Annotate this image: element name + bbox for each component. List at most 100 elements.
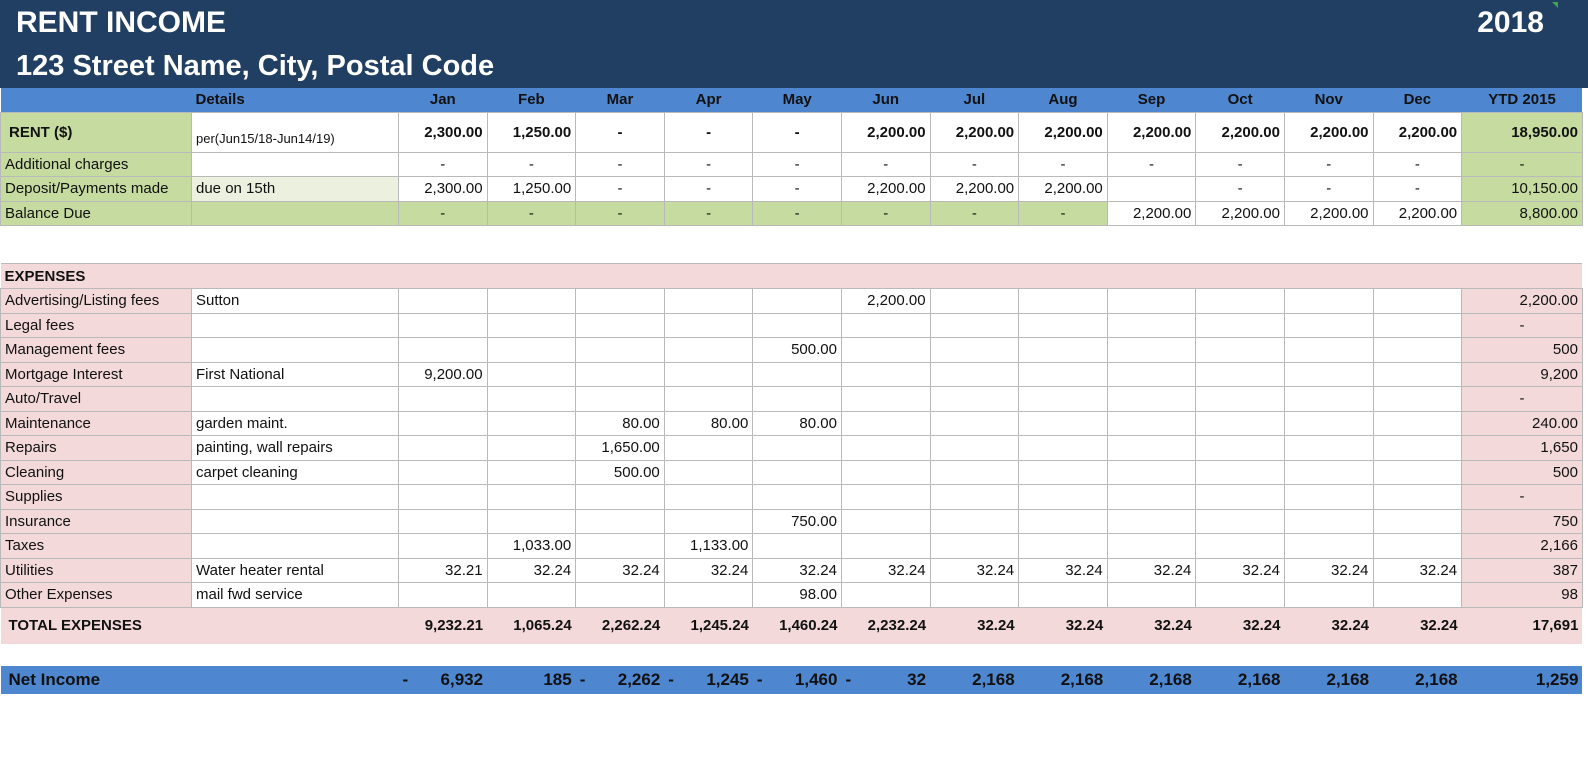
month-cell[interactable] [929,533,1020,559]
row-detail[interactable]: Sutton [191,288,399,314]
month-cell[interactable] [929,288,1020,314]
month-cell[interactable]: 32.24 [663,557,754,583]
ytd-cell[interactable]: 2,166 [1461,533,1583,559]
month-cell[interactable]: - [1018,200,1108,226]
month-cell[interactable] [1372,312,1463,338]
header-month[interactable]: Nov [1284,88,1374,112]
ytd-cell[interactable]: - [1461,484,1583,510]
row-label[interactable]: Additional charges [0,151,192,177]
month-cell[interactable]: - [929,200,1020,226]
month-cell[interactable]: 500.00 [575,459,665,485]
month-cell[interactable]: - [752,151,842,177]
month-cell[interactable] [575,484,665,510]
month-cell[interactable]: 1,650.00 [575,435,665,461]
month-cell[interactable] [1018,459,1108,485]
month-cell[interactable] [1106,386,1197,412]
month-cell[interactable]: 32.24 [486,557,577,583]
row-detail[interactable] [191,337,399,363]
month-cell[interactable]: 32.24 [1106,557,1197,583]
month-cell[interactable] [1283,410,1374,436]
header-month[interactable]: Mar [575,88,665,112]
month-cell[interactable] [663,484,754,510]
month-cell[interactable] [1195,484,1285,510]
month-cell[interactable]: 2,200.00 [929,176,1020,202]
row-detail[interactable]: garden maint. [191,410,399,436]
month-cell[interactable]: 80.00 [663,410,754,436]
header-month[interactable]: Apr [664,88,753,112]
month-cell[interactable]: 80.00 [752,410,842,436]
month-cell[interactable] [575,533,665,559]
month-cell[interactable]: - [663,200,754,226]
month-cell[interactable] [398,508,488,534]
month-cell[interactable] [1106,312,1197,338]
month-cell[interactable] [929,484,1020,510]
month-cell[interactable]: - [398,200,488,226]
month-cell[interactable] [1018,410,1108,436]
row-detail[interactable] [191,508,399,534]
month-cell[interactable]: - [1106,151,1197,177]
header-ytd[interactable]: YTD 2015 [1461,88,1583,112]
month-cell[interactable] [840,410,931,436]
month-cell[interactable] [1106,410,1197,436]
month-cell[interactable]: 2,200.00 [1283,200,1374,226]
month-cell[interactable] [1106,435,1197,461]
month-cell[interactable]: 2,200.00 [1372,111,1463,153]
row-detail[interactable]: carpet cleaning [191,459,399,485]
month-cell[interactable] [1018,582,1108,608]
ytd-cell[interactable]: 387 [1461,557,1583,583]
month-cell[interactable] [486,337,577,363]
month-cell[interactable] [1372,288,1463,314]
header-month[interactable]: Sep [1107,88,1196,112]
ytd-cell[interactable]: 240.00 [1461,410,1583,436]
month-cell[interactable] [752,459,842,485]
month-cell[interactable] [1106,582,1197,608]
month-cell[interactable]: 32.24 [575,557,665,583]
month-cell[interactable] [1018,435,1108,461]
month-cell[interactable] [752,361,842,387]
month-cell[interactable] [1195,288,1285,314]
row-detail[interactable] [191,200,399,226]
month-cell[interactable] [1195,386,1285,412]
month-cell[interactable]: 2,200.00 [1018,176,1108,202]
month-cell[interactable]: 1,033.00 [486,533,577,559]
ytd-cell[interactable]: 2,200.00 [1461,288,1583,314]
month-cell[interactable]: - [575,176,665,202]
month-cell[interactable]: - [840,151,931,177]
month-cell[interactable] [840,459,931,485]
month-cell[interactable] [1195,410,1285,436]
month-cell[interactable] [486,361,577,387]
ytd-cell[interactable]: 10,150.00 [1461,176,1583,202]
month-cell[interactable]: 1,250.00 [486,176,577,202]
month-cell[interactable] [398,459,488,485]
month-cell[interactable] [663,435,754,461]
month-cell[interactable] [1106,484,1197,510]
month-cell[interactable] [1106,288,1197,314]
month-cell[interactable]: 98.00 [752,582,842,608]
month-cell[interactable] [840,533,931,559]
month-cell[interactable]: - [1018,151,1108,177]
month-cell[interactable] [398,386,488,412]
row-label[interactable]: Taxes [0,533,192,559]
row-detail[interactable] [191,386,399,412]
month-cell[interactable]: 32.24 [840,557,931,583]
month-cell[interactable]: - [575,200,665,226]
row-detail[interactable] [191,312,399,338]
month-cell[interactable] [1106,361,1197,387]
month-cell[interactable] [1283,459,1374,485]
month-cell[interactable] [1018,386,1108,412]
month-cell[interactable] [1372,361,1463,387]
month-cell[interactable] [752,533,842,559]
month-cell[interactable]: 2,200.00 [1106,200,1197,226]
month-cell[interactable] [929,361,1020,387]
month-cell[interactable]: 2,200.00 [1195,200,1285,226]
ytd-cell[interactable]: 500 [1461,337,1583,363]
month-cell[interactable] [752,484,842,510]
month-cell[interactable] [663,459,754,485]
month-cell[interactable]: 2,200.00 [929,111,1020,153]
month-cell[interactable] [1372,337,1463,363]
month-cell[interactable]: - [663,111,754,153]
month-cell[interactable] [663,312,754,338]
month-cell[interactable] [1372,435,1463,461]
month-cell[interactable] [398,484,488,510]
month-cell[interactable]: 2,300.00 [398,111,488,153]
